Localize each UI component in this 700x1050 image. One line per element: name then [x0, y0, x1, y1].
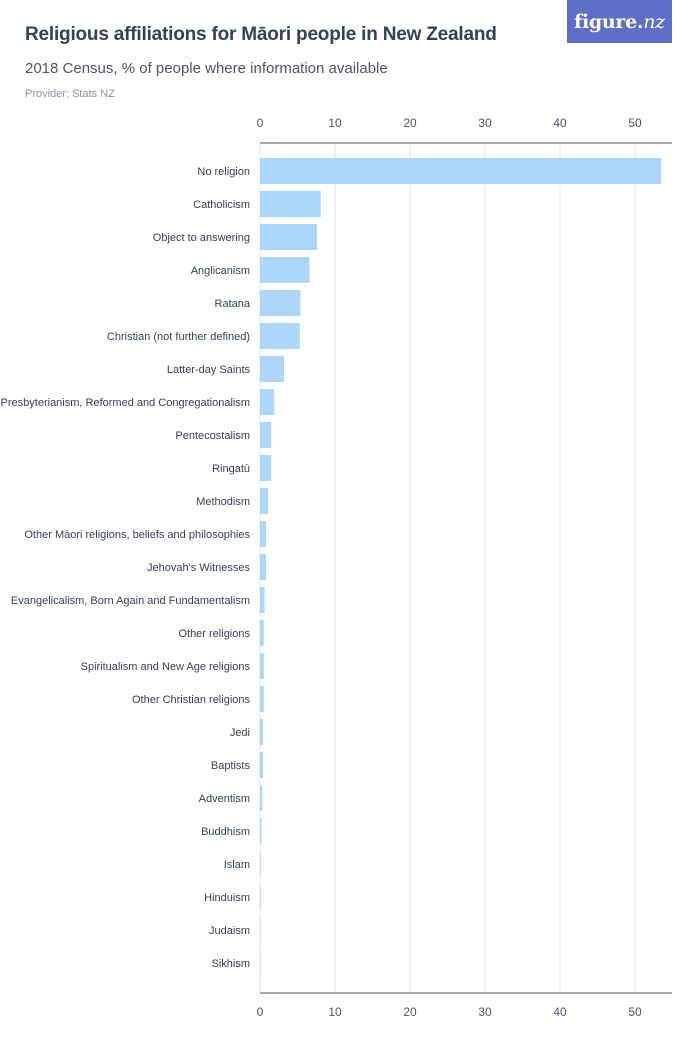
category-label-15: Spiritualism and New Age religions: [81, 661, 251, 673]
bar-4: [260, 290, 301, 316]
x-tick-label-top-20: 20: [403, 116, 417, 130]
category-label-9: Ringatū: [212, 463, 250, 475]
bar-11: [260, 521, 266, 547]
x-tick-label-bottom-40: 40: [553, 1005, 567, 1019]
bar-21: [260, 851, 261, 877]
x-tick-label-bottom-0: 0: [257, 1005, 264, 1019]
chart-subtitle: 2018 Census, % of people where informati…: [25, 60, 388, 77]
bar-10: [260, 488, 269, 514]
category-label-1: Catholicism: [193, 199, 250, 211]
chart-title: Religious affiliations for Māori people …: [25, 24, 497, 45]
category-label-2: Object to answering: [153, 232, 250, 244]
category-label-21: Islam: [224, 859, 250, 871]
category-label-5: Christian (not further defined): [107, 331, 250, 343]
bar-6: [260, 356, 284, 382]
bar-16: [260, 686, 264, 712]
category-label-20: Buddhism: [201, 826, 250, 838]
category-label-10: Methodism: [196, 496, 250, 508]
bar-2: [260, 224, 317, 250]
x-tick-label-top-40: 40: [553, 116, 567, 130]
bar-9: [260, 455, 272, 481]
bar-18: [260, 752, 263, 778]
category-label-0: No religion: [197, 166, 250, 178]
category-label-18: Baptists: [211, 760, 251, 772]
bar-23: [260, 917, 261, 943]
category-label-3: Anglicanism: [191, 265, 250, 277]
logo-text-main: figure.: [574, 10, 644, 33]
provider-label: Provider: Stats NZ: [25, 88, 115, 100]
category-label-8: Pentecostalism: [175, 430, 250, 442]
logo-text-nz: nz: [643, 10, 665, 33]
category-label-17: Jedi: [230, 727, 250, 739]
bar-14: [260, 620, 264, 646]
figure-nz-logo[interactable]: figure. nz: [567, 0, 672, 43]
category-label-19: Adventism: [199, 793, 250, 805]
category-label-12: Jehovah's Witnesses: [147, 562, 250, 574]
x-tick-label-top-10: 10: [328, 116, 342, 130]
x-tick-label-bottom-10: 10: [328, 1005, 342, 1019]
bar-20: [260, 818, 262, 844]
x-tick-label-bottom-50: 50: [628, 1005, 642, 1019]
category-label-16: Other Christian religions: [132, 694, 250, 706]
x-tick-label-top-50: 50: [628, 116, 642, 130]
category-label-22: Hinduism: [204, 892, 250, 904]
category-label-6: Latter-day Saints: [167, 364, 251, 376]
bar-22: [260, 884, 261, 910]
category-label-7: Presbyterianism, Reformed and Congregati…: [1, 397, 250, 409]
bar-3: [260, 257, 310, 283]
x-tick-label-bottom-20: 20: [403, 1005, 417, 1019]
bar-0: [260, 158, 662, 184]
x-tick-label-top-0: 0: [257, 116, 264, 130]
category-label-23: Judaism: [209, 925, 250, 937]
bar-17: [260, 719, 263, 745]
bar-24: [260, 950, 261, 976]
bar-19: [260, 785, 263, 811]
bar-12: [260, 554, 266, 580]
x-tick-label-top-30: 30: [478, 116, 492, 130]
bar-8: [260, 422, 272, 448]
category-label-4: Ratana: [215, 298, 251, 310]
bar-15: [260, 653, 264, 679]
bar-1: [260, 191, 321, 217]
category-label-24: Sikhism: [211, 958, 250, 970]
category-label-11: Other Māori religions, beliefs and philo…: [24, 529, 250, 541]
category-label-13: Evangelicalism, Born Again and Fundament…: [11, 595, 250, 607]
category-label-14: Other religions: [178, 628, 250, 640]
bar-5: [260, 323, 300, 349]
bar-7: [260, 389, 275, 415]
x-tick-label-bottom-30: 30: [478, 1005, 492, 1019]
bar-13: [260, 587, 265, 613]
